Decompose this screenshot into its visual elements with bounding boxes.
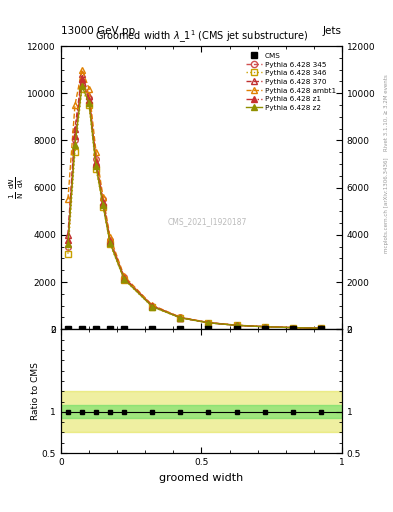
Text: 13000 GeV pp: 13000 GeV pp [61,26,135,36]
Text: Rivet 3.1.10, ≥ 3.2M events: Rivet 3.1.10, ≥ 3.2M events [384,74,389,151]
Y-axis label: $\frac{1}{\mathrm{N}}\ \frac{\mathrm{d}N}{\mathrm{d}\lambda}$: $\frac{1}{\mathrm{N}}\ \frac{\mathrm{d}N… [7,177,26,199]
Title: Groomed width $\lambda\_1^1$ (CMS jet substructure): Groomed width $\lambda\_1^1$ (CMS jet su… [95,29,308,46]
Text: CMS_2021_I1920187: CMS_2021_I1920187 [167,217,247,226]
Y-axis label: Ratio to CMS: Ratio to CMS [31,362,40,420]
Legend: CMS, Pythia 6.428 345, Pythia 6.428 346, Pythia 6.428 370, Pythia 6.428 ambt1, P: CMS, Pythia 6.428 345, Pythia 6.428 346,… [244,50,338,113]
X-axis label: groomed width: groomed width [159,473,244,482]
Text: mcplots.cern.ch [arXiv:1306.3436]: mcplots.cern.ch [arXiv:1306.3436] [384,157,389,252]
Text: Jets: Jets [323,26,342,36]
